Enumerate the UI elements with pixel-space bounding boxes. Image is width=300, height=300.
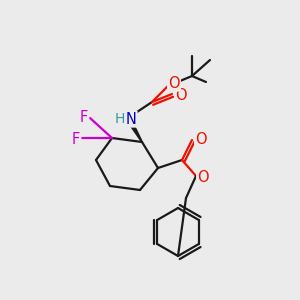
Text: F: F xyxy=(72,131,80,146)
Polygon shape xyxy=(126,117,142,142)
Text: O: O xyxy=(175,88,187,103)
Text: N: N xyxy=(126,112,136,127)
Text: O: O xyxy=(195,131,207,146)
Text: H: H xyxy=(115,112,125,126)
Text: O: O xyxy=(197,170,209,185)
Text: F: F xyxy=(80,110,88,125)
Text: O: O xyxy=(168,76,180,91)
